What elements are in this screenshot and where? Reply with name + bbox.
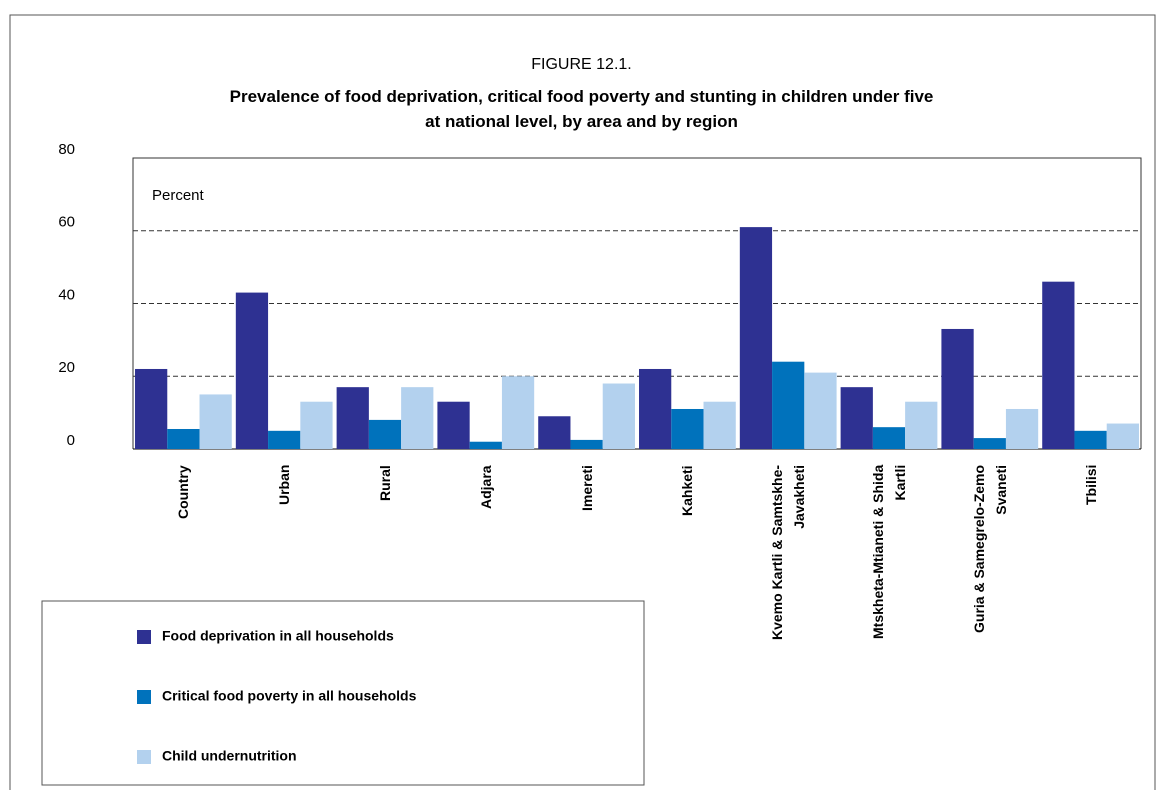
- chart-title: FIGURE 12.1.: [531, 56, 632, 73]
- bar: [772, 361, 805, 449]
- legend-swatch: [137, 690, 151, 704]
- bar: [973, 438, 1006, 449]
- bar: [1005, 408, 1039, 449]
- x-tick-label: Tbilisi: [1082, 464, 1099, 505]
- bar: [268, 430, 301, 449]
- bar: [401, 387, 434, 449]
- bar: [368, 419, 402, 449]
- bar: [941, 328, 974, 449]
- bar: [437, 401, 470, 449]
- bar: [199, 394, 232, 449]
- bar: [804, 372, 837, 449]
- bar: [570, 439, 603, 449]
- bar: [703, 401, 736, 449]
- x-tick-label: Guria & Samegrelo-Zemo Svaneti: [970, 464, 1009, 633]
- bar: [840, 387, 873, 449]
- bar: [135, 368, 168, 449]
- bar: [469, 441, 502, 449]
- bar: [739, 227, 773, 449]
- x-tick-label: Mtskheta-Mtianeti & Shida Kartli: [870, 464, 908, 639]
- bar: [872, 427, 906, 449]
- bar: [300, 401, 333, 449]
- x-tick-label: Urban: [276, 464, 293, 505]
- y-tick-label: 60: [58, 214, 75, 231]
- bar: [905, 401, 938, 449]
- y-tick-label: 80: [58, 141, 75, 158]
- y-tick-label: 40: [58, 286, 75, 303]
- x-tick-label: Adjara: [477, 465, 494, 509]
- x-tick-label: Kahketi: [679, 465, 696, 516]
- legend-label: Child undernutrition: [162, 748, 297, 764]
- bar: [671, 408, 704, 449]
- legend-swatch: [137, 750, 151, 764]
- legend-label: Critical food poverty in all households: [162, 688, 417, 704]
- legend-label: Food deprivation in all households: [162, 628, 394, 644]
- bar: [1042, 281, 1075, 449]
- bar: [501, 376, 535, 449]
- bar: [235, 292, 269, 449]
- bar: [538, 416, 571, 449]
- bar: [602, 383, 635, 449]
- bar: [336, 387, 369, 449]
- outer-frame: [9, 14, 1156, 790]
- bar: [639, 368, 672, 449]
- chart-subtitle: Prevalence of food deprivation, critical…: [229, 87, 934, 131]
- y-tick-label: 0: [67, 432, 75, 449]
- y-tick-label: 20: [58, 359, 75, 376]
- plot-frame: [132, 157, 1142, 449]
- x-tick-label: Country: [175, 465, 192, 519]
- x-tick-label: Kvemo Kartli & Samtskhe- Javakheti: [769, 464, 808, 640]
- x-tick-label: Rural: [377, 465, 393, 501]
- bar: [1106, 423, 1139, 449]
- bar: [167, 428, 200, 449]
- x-tick-label: Imereti: [578, 465, 595, 511]
- bar: [1074, 430, 1107, 449]
- y-axis-label: Percent: [152, 187, 205, 204]
- legend-swatch: [137, 630, 151, 644]
